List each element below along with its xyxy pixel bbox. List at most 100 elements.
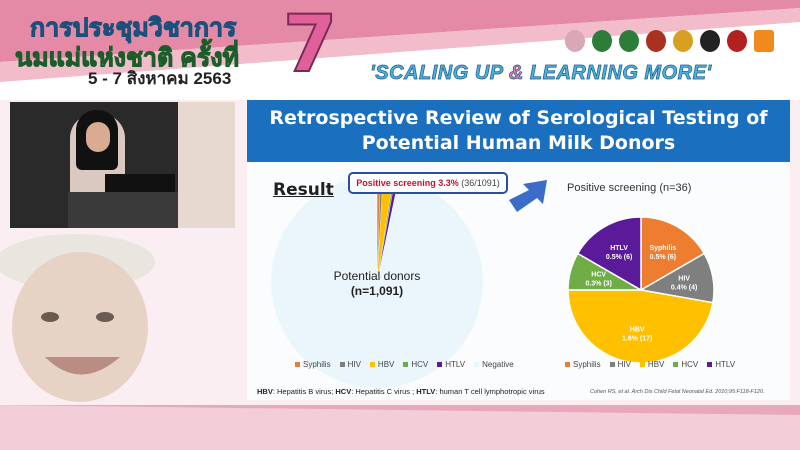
legend-swatch <box>609 362 615 367</box>
legend-label: Negative <box>482 360 514 369</box>
callout-detail: (36/1091) <box>458 178 500 188</box>
legend-swatch <box>707 362 713 367</box>
legend-swatch <box>474 362 480 367</box>
eye <box>41 312 59 322</box>
legend-swatch <box>639 362 645 367</box>
legend-label: HIV <box>347 360 361 369</box>
data-label-value: 0.5% (6) <box>606 254 632 261</box>
footnote: HBV: Hepatitis B virus; HCV: Hepatitis C… <box>257 387 545 396</box>
legend-swatch <box>339 362 345 367</box>
legend-item: HIV <box>609 360 631 369</box>
legend-swatch <box>369 362 375 367</box>
legend-item: HTLV <box>707 360 735 369</box>
slogan-text: 'SCALING UP <box>370 62 509 85</box>
logo-icon <box>727 30 747 52</box>
slide-title: Retrospective Review of Serological Test… <box>247 100 790 162</box>
pie-slice-htlv <box>576 216 642 292</box>
conference-banner: การประชุมวิชาการ นมแม่แห่งชาติ ครั้งที่ … <box>0 0 800 100</box>
smile <box>45 357 120 375</box>
data-label-category: HCV <box>591 272 606 279</box>
podium <box>68 192 178 228</box>
center-label: Potential donors <box>334 269 421 283</box>
arrow-icon <box>509 180 547 212</box>
data-label-category: HBV <box>630 327 645 334</box>
legend-item: Negative <box>474 360 514 369</box>
legend-label: HCV <box>411 360 429 369</box>
background-photo <box>178 102 235 228</box>
legend-label: HBV <box>647 360 665 369</box>
legend-swatch <box>565 362 570 367</box>
left-chart-legend: Syphilis HIV HBV HCV HTLV Negative <box>295 360 514 369</box>
right-chart-legend: Syphilis HIV HBV HCV HTLV <box>565 360 735 369</box>
legend-item: HCV <box>673 360 698 369</box>
data-label-category: HTLV <box>610 245 628 252</box>
bottom-band-light <box>0 405 800 450</box>
fn-text: : Hepatitis C virus ; <box>351 387 417 396</box>
data-label-value: 0.3% (3) <box>585 281 611 288</box>
pie-slice-negative <box>270 175 484 389</box>
charts-canvas: Syphilis 0.5% (6) HIV 0.4% (4) HBV 1.6% (17) H… <box>270 175 715 389</box>
fn-abbr: HBV <box>257 387 273 396</box>
speaker-face <box>86 122 110 152</box>
fn-text: : Hepatitis B virus; <box>272 387 336 396</box>
legend-label: HCV <box>681 360 699 369</box>
data-label-value: 0.5% (6) <box>650 254 676 261</box>
legend-label: HIV <box>617 360 631 369</box>
legend-item: Syphilis <box>565 360 601 369</box>
logo-icon <box>646 30 666 52</box>
logo-icon <box>700 30 720 52</box>
legend-swatch <box>403 362 409 367</box>
legend-item: Syphilis <box>295 360 331 369</box>
data-label-value: 0.4% (4) <box>671 284 697 291</box>
logo-icon <box>565 30 585 52</box>
result-heading: Result <box>273 180 334 200</box>
legend-label: Syphilis <box>303 360 331 369</box>
legend-item: HCV <box>403 360 428 369</box>
fn-abbr: HTLV <box>416 387 436 396</box>
conference-title-line2: นมแม่แห่งชาติ ครั้งที่ <box>15 44 240 73</box>
slogan-amp: & <box>508 62 524 85</box>
pie-slice-syphilis <box>640 216 706 292</box>
legend-item: HBV <box>369 360 395 369</box>
fn-abbr: HCV <box>335 387 352 396</box>
callout-bold: Positive screening 3.3% <box>356 178 459 188</box>
conference-title-line1: การประชุมวิชาการ <box>29 14 237 43</box>
slogan-text: LEARNING MORE' <box>523 62 712 85</box>
speaker-video <box>10 102 235 228</box>
legend-label: HTLV <box>715 360 736 369</box>
legend-swatch <box>437 362 443 367</box>
edition-number: 7 <box>282 0 338 91</box>
data-label-value: 1.6% (17) <box>622 336 652 343</box>
conference-dates: 5 - 7 สิงหาคม 2563 <box>88 69 232 88</box>
child-photo-decoration <box>0 234 155 402</box>
legend-label: HBV <box>377 360 395 369</box>
eye <box>96 312 114 322</box>
bottom-band <box>0 405 800 450</box>
sponsor-logos <box>565 30 774 52</box>
legend-swatch <box>673 362 679 367</box>
logo-icon <box>673 30 693 52</box>
legend-label: Syphilis <box>573 360 601 369</box>
data-label-category: Syphilis <box>649 245 676 252</box>
child-face <box>12 252 148 402</box>
right-chart-title: Positive screening (n=36) <box>567 182 692 194</box>
legend-item: HBV <box>639 360 665 369</box>
presentation-slide: Retrospective Review of Serological Test… <box>247 100 790 400</box>
logo-icon <box>754 30 774 52</box>
legend-item: HTLV <box>437 360 465 369</box>
legend-item: HIV <box>339 360 361 369</box>
data-label-category: HIV <box>678 275 690 282</box>
legend-label: HTLV <box>445 360 466 369</box>
pie-slice-hbv <box>567 289 714 364</box>
positive-screening-callout: Positive screening 3.3% (36/1091) <box>348 172 508 194</box>
slide-title-line2: Potential Human Milk Donors <box>361 132 676 154</box>
slogan: 'SCALING UP & LEARNING MORE' <box>370 62 712 85</box>
center-label: (n=1,091) <box>351 284 403 298</box>
fn-text: : human T cell lymphotropic virus <box>435 387 545 396</box>
slide-title-line1: Retrospective Review of Serological Test… <box>269 107 768 129</box>
legend-swatch <box>295 362 300 367</box>
logo-icon <box>592 30 612 52</box>
citation: Cohen RS, et al. Arch Dis Child Fetal Ne… <box>590 389 765 395</box>
laptop <box>105 174 175 194</box>
logo-icon <box>619 30 639 52</box>
